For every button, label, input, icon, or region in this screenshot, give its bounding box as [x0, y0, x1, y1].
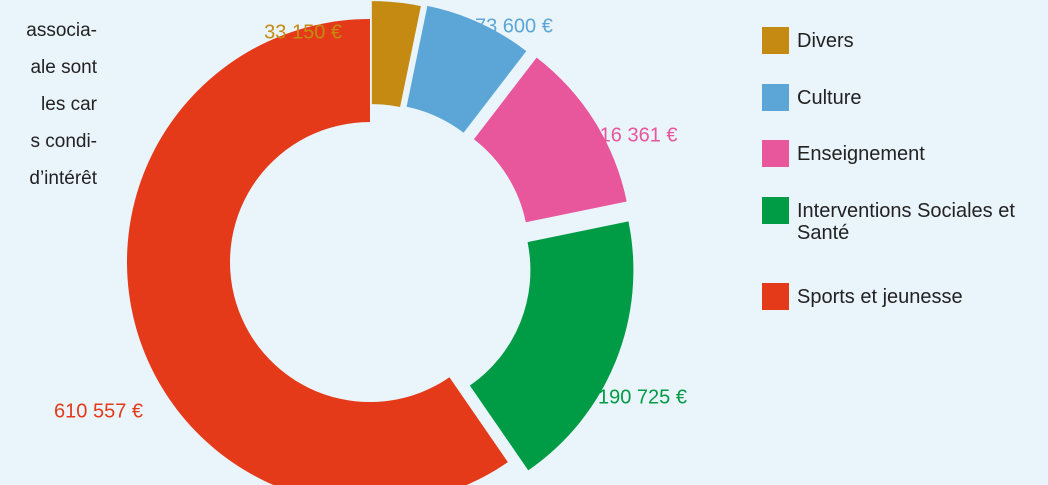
side-text: associa-ale sont les car s condi-d’intérêt: [0, 12, 97, 197]
legend-item: Sports et jeunesse: [762, 283, 1047, 310]
value-label: 116 361 €: [590, 124, 678, 146]
donut-segment: [371, 1, 421, 107]
side-text-line: ale sont: [30, 57, 97, 78]
legend-swatch: [762, 140, 789, 167]
legend-item: Divers: [762, 27, 1047, 54]
legend-label: Culture: [797, 87, 862, 109]
donut-segment: [127, 19, 508, 485]
legend-swatch: [762, 197, 789, 224]
value-label: 73 600 €: [475, 15, 553, 37]
value-label: 610 557 €: [54, 400, 143, 422]
side-text-line: d’intérêt: [29, 168, 97, 189]
donut-segment: [473, 57, 627, 223]
legend-label: Enseignement: [797, 143, 925, 165]
donut-segment: [469, 221, 634, 471]
legend-swatch: [762, 84, 789, 111]
legend-item: Interventions Sociales et Santé: [762, 197, 1047, 244]
legend-swatch: [762, 27, 789, 54]
side-text-line: s condi-: [30, 131, 97, 152]
legend-item: Culture: [762, 84, 1047, 111]
legend-label: Divers: [797, 30, 854, 52]
value-label: 33 150 €: [264, 21, 342, 43]
value-label: 190 725 €: [598, 386, 687, 408]
legend-item: Enseignement: [762, 140, 1047, 167]
legend-label: Sports et jeunesse: [797, 286, 963, 308]
legend-swatch: [762, 283, 789, 310]
donut-segment: [406, 5, 527, 133]
side-text-line: les car: [41, 94, 97, 115]
side-text-line: associa-: [26, 20, 97, 41]
legend-label: Interventions Sociales et Santé: [797, 200, 1015, 244]
